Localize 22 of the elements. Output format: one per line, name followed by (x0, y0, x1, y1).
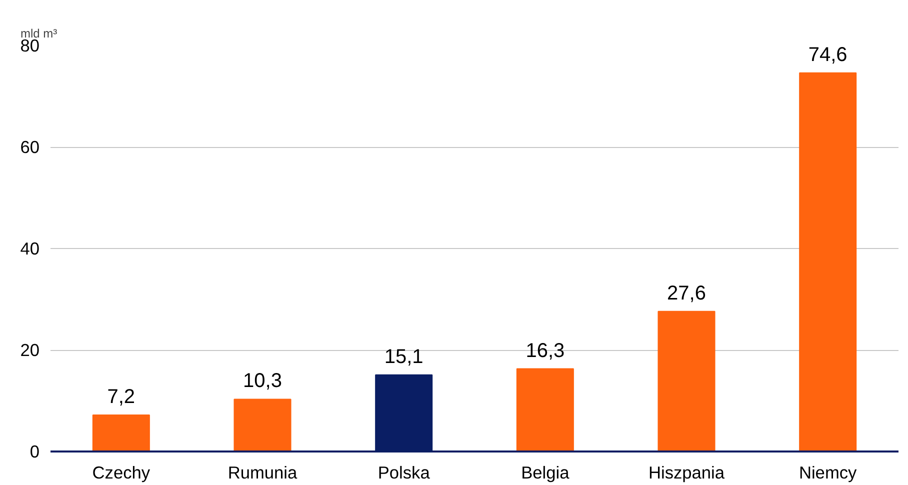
bar (658, 310, 716, 452)
data-label: 15,1 (384, 346, 424, 368)
y-tick-label: 60 (20, 137, 40, 157)
y-tick-label: 40 (20, 238, 40, 258)
y-tick-label: 20 (20, 340, 40, 360)
data-label: 16,3 (526, 340, 565, 362)
x-tick-label: Hiszpania (648, 462, 725, 482)
data-label: 27,6 (667, 282, 706, 304)
y-axis-title: mld m³ (20, 26, 58, 40)
y-tick-label: 0 (30, 442, 40, 462)
bar (799, 72, 857, 452)
data-label: 10,3 (243, 370, 282, 392)
data-label: 74,6 (808, 44, 848, 66)
x-tick-label: Niemcy (798, 462, 858, 482)
bar (516, 368, 574, 452)
x-tick-label: Belgia (521, 462, 570, 482)
data-label: 7,2 (107, 386, 136, 408)
bar (234, 398, 292, 452)
x-tick-label: Rumunia (228, 462, 298, 482)
bar (92, 414, 150, 452)
x-tick-label: Polska (378, 462, 430, 482)
x-tick-label: Czechy (92, 462, 150, 482)
